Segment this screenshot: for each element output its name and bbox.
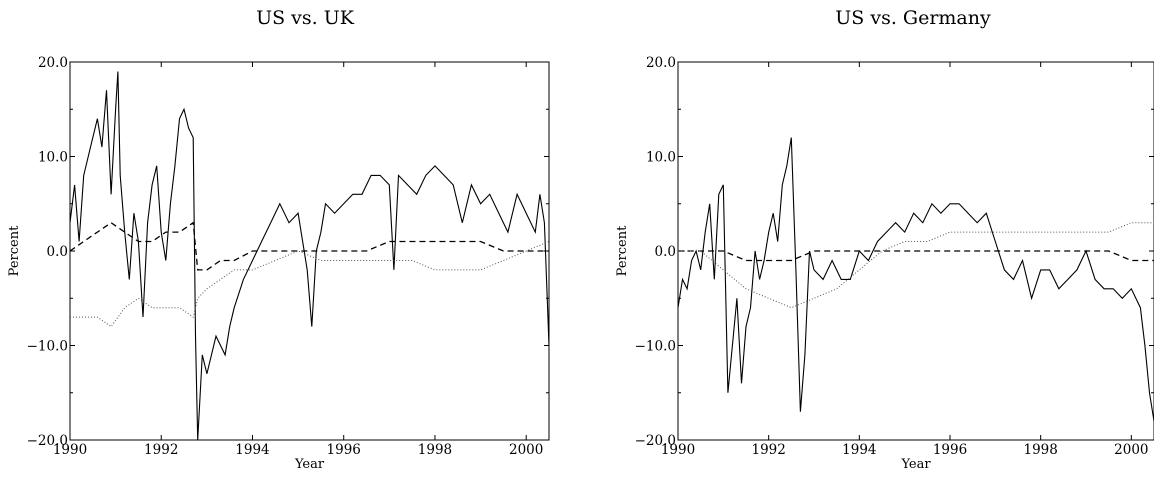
chart-panel-1: US vs. UK 1990 1992 1994 1996 1998 2000 −20.0 −1… — [7, 7, 550, 472]
y-tick-label: 10.0 — [646, 150, 676, 166]
chart-panel-2: US vs. Germany 1990 1992 1994 1996 1998 2000 −2… — [615, 7, 1154, 472]
y-tick-label: 0.0 — [47, 244, 68, 260]
x-tick-label: 1998 — [418, 442, 452, 458]
x-tick-label: 1992 — [751, 442, 785, 458]
y-tick-label: 20.0 — [646, 55, 676, 71]
series-line-dashed — [70, 221, 549, 271]
x-tick-label: 1994 — [235, 442, 269, 458]
y-tick-label: −10.0 — [27, 339, 68, 355]
series-line-dotted — [678, 222, 1154, 309]
x-axis-label: Year — [900, 457, 931, 472]
x-tick-label: 1996 — [933, 442, 967, 458]
series-line-dashed — [678, 250, 1154, 262]
x-axis-label: Year — [294, 457, 325, 472]
y-tick-label: 20.0 — [38, 55, 68, 71]
chart-title: US vs. Germany — [835, 7, 991, 29]
plot-frame — [69, 61, 550, 441]
y-axis-label: Percent — [615, 225, 630, 276]
y-tick-label: −10.0 — [635, 339, 676, 355]
x-tick-label: 1990 — [53, 442, 87, 458]
x-tick-label: 1994 — [842, 442, 876, 458]
x-tick-label: 1996 — [327, 442, 361, 458]
series-line-dotted — [70, 241, 549, 328]
x-tick-label: 2000 — [1114, 442, 1148, 458]
series-line-solid — [678, 137, 1154, 422]
y-tick-label: 0.0 — [655, 244, 676, 260]
x-tick-label: 1998 — [1023, 442, 1057, 458]
y-tick-label: −20.0 — [635, 433, 676, 449]
y-tick-label: 10.0 — [38, 150, 68, 166]
y-axis-label: Percent — [7, 225, 22, 276]
x-tick-label: 1990 — [661, 442, 695, 458]
series-line-solid — [70, 71, 549, 440]
x-tick-label: 1992 — [144, 442, 178, 458]
x-tick-label: 2000 — [509, 442, 543, 458]
y-tick-label: −20.0 — [27, 433, 68, 449]
chart-title: US vs. UK — [256, 7, 355, 29]
